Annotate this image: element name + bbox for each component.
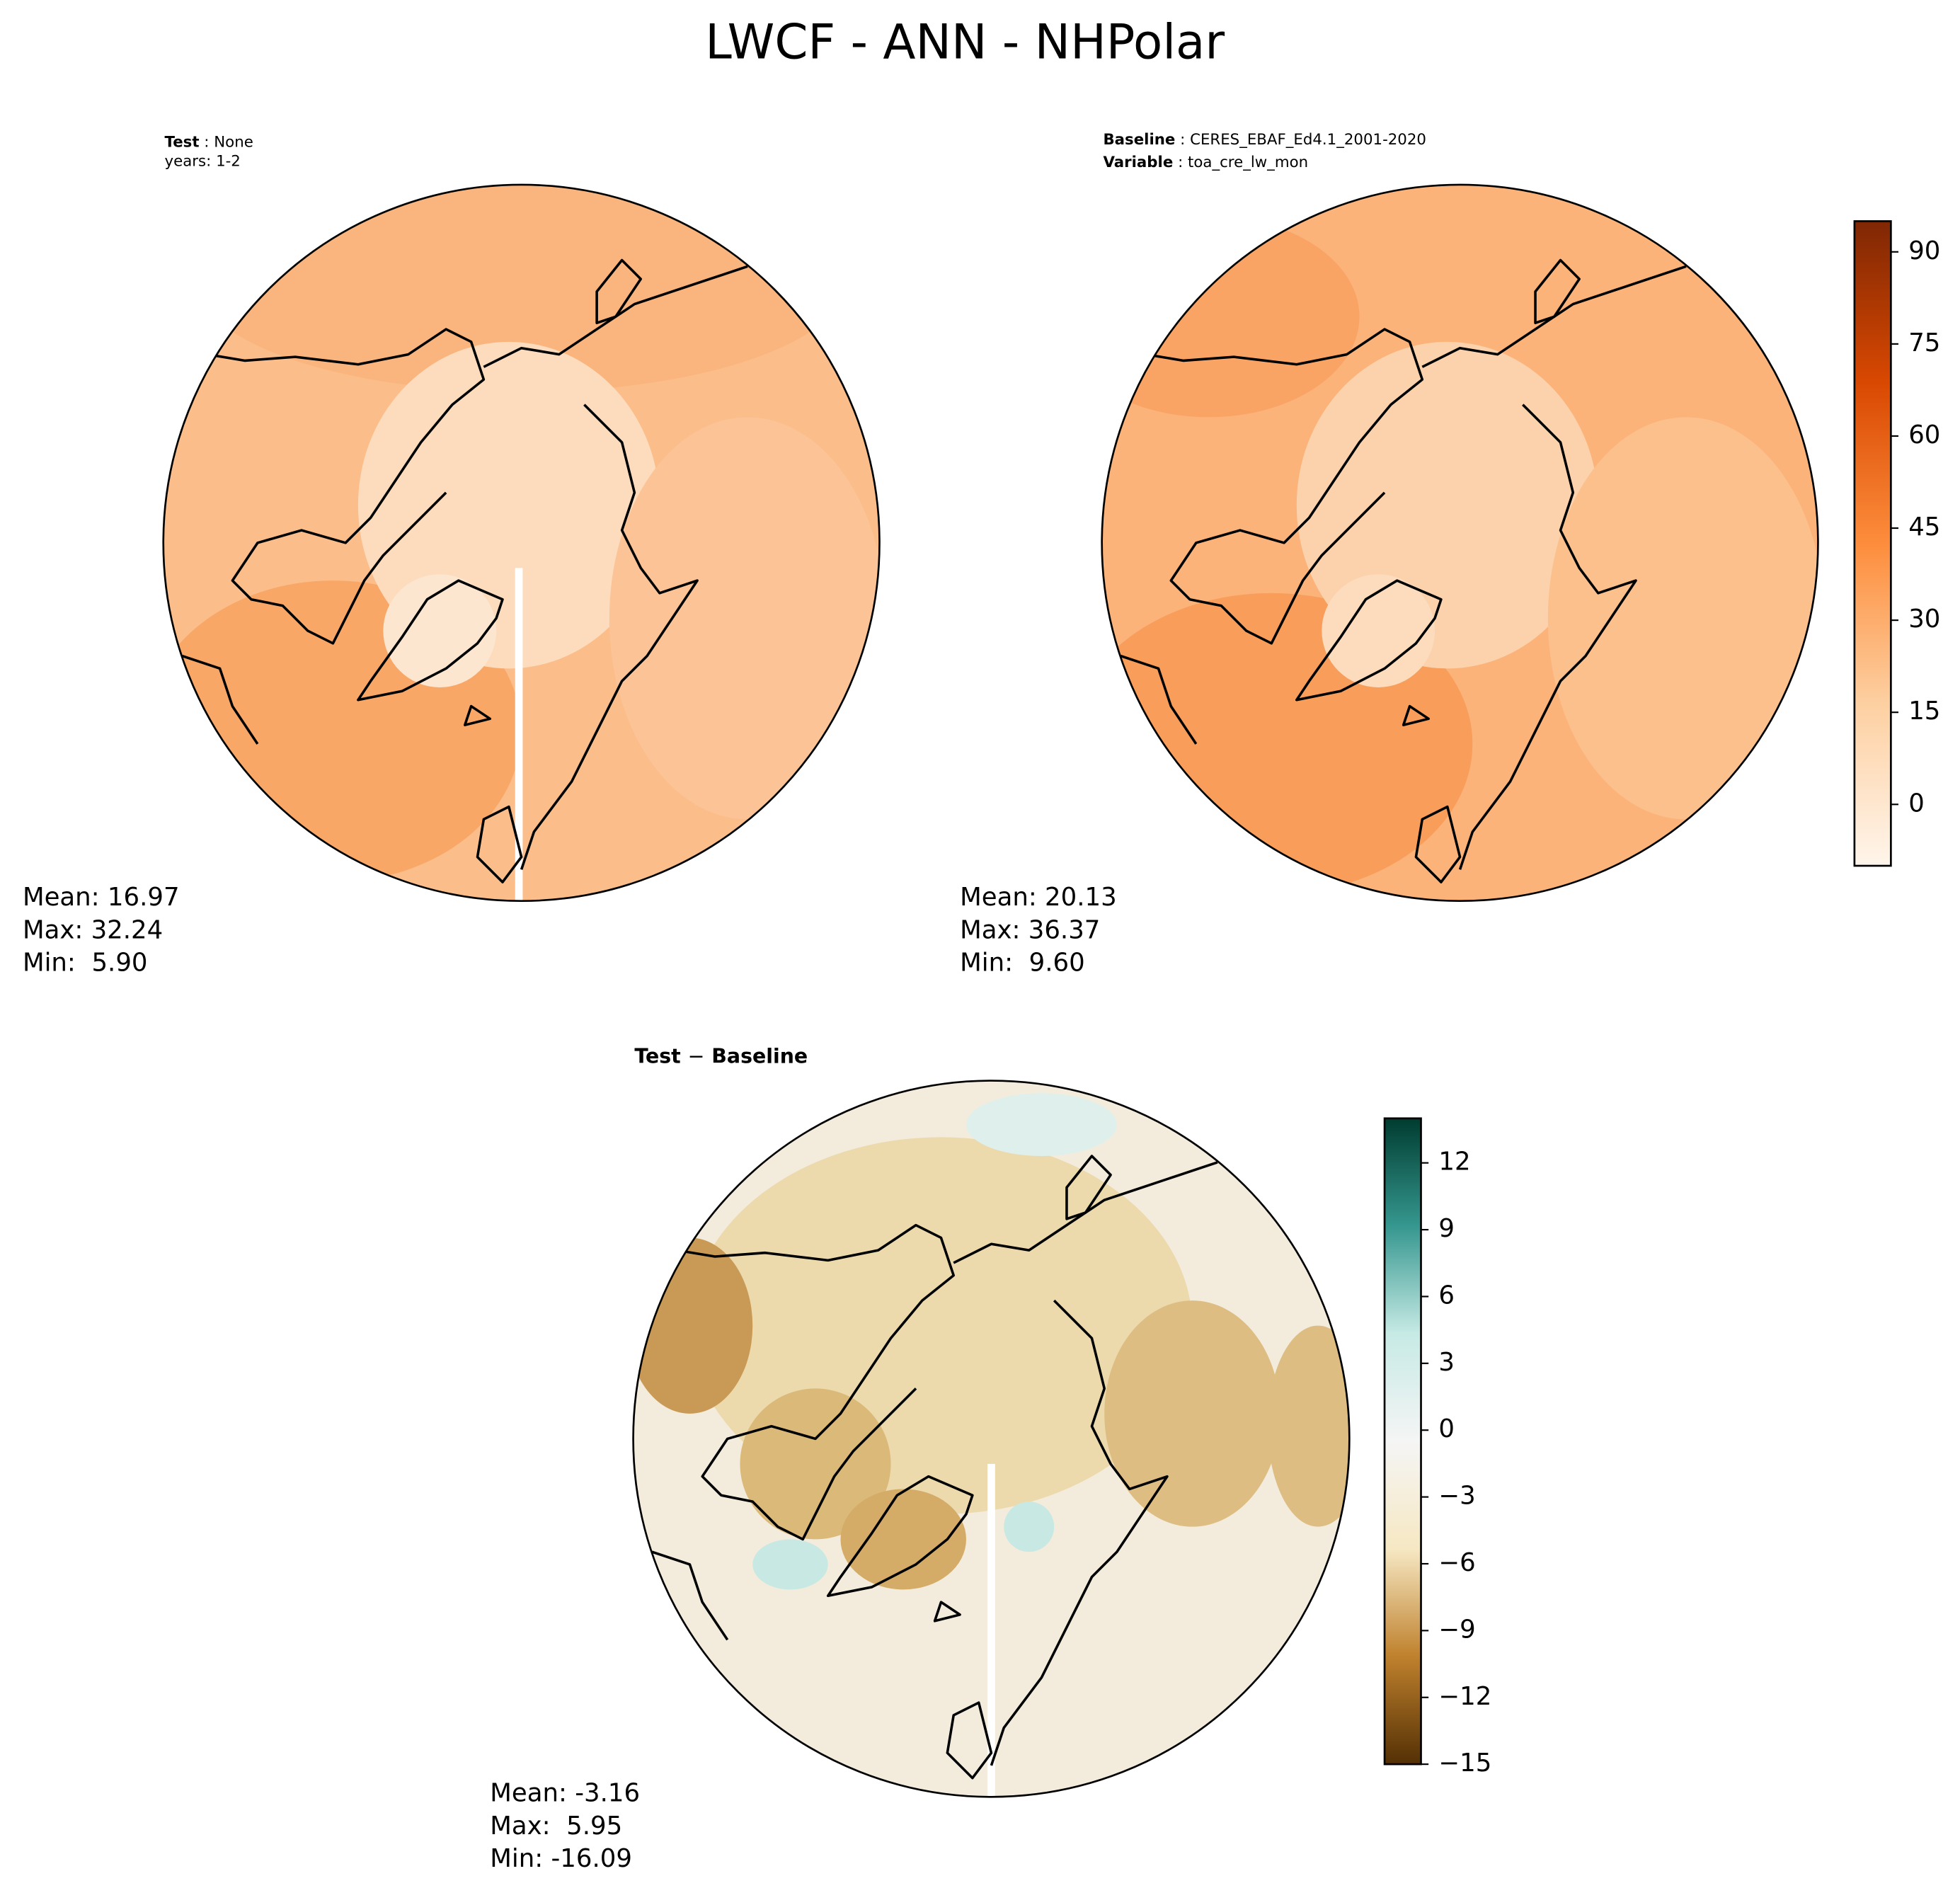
colorbar-tick-label: 45 [1908, 513, 1940, 542]
header-op: − [688, 1045, 705, 1068]
map [162, 183, 881, 903]
colorbar-tick-label: −6 [1438, 1548, 1475, 1577]
colorbar-tick-label: −3 [1438, 1482, 1475, 1511]
header-value: toa_cre_lw_mon [1188, 154, 1308, 171]
stat-line: Max: 5.95 [490, 1812, 622, 1841]
colorbar-tick-label: −15 [1438, 1749, 1491, 1778]
colorbar-tick-label: 30 [1908, 605, 1940, 634]
header-key: Test [634, 1045, 680, 1068]
colorbar-tick-label: 12 [1438, 1148, 1470, 1177]
colorbar-tick-label: 15 [1908, 697, 1940, 726]
colorbar-tick-label: 0 [1908, 789, 1925, 818]
stat-line: Mean: 20.13 [960, 883, 1117, 912]
panel-header: Test − Baseline [634, 1045, 808, 1068]
map [1101, 183, 1819, 903]
stat-line: Min: 5.90 [23, 948, 148, 977]
header-value: Baseline [711, 1045, 808, 1068]
header-value: CERES_EBAF_Ed4.1_2001-2020 [1190, 131, 1426, 149]
colorbar [1853, 220, 1892, 867]
figure-title: LWCF - ANN - NHPolar [705, 13, 1225, 69]
panel-header: Variable : toa_cre_lw_mon [1103, 154, 1308, 171]
stat-line: Min: 9.60 [960, 948, 1085, 977]
header-key: Baseline [1103, 131, 1175, 149]
stat-line: Min: -16.09 [490, 1844, 632, 1873]
stat-line: Mean: -3.16 [490, 1779, 640, 1808]
colorbar-tick-label: 3 [1438, 1348, 1455, 1377]
stat-line: Mean: 16.97 [23, 883, 180, 912]
header-key: Test [165, 134, 200, 151]
header-value: None [214, 134, 253, 151]
colorbar-tick-label: 0 [1438, 1414, 1455, 1443]
map [632, 1080, 1351, 1798]
panel-header: Test : None [165, 134, 253, 151]
stat-line: Max: 32.24 [23, 915, 163, 944]
colorbar-tick-label: 6 [1438, 1281, 1455, 1310]
panel-header: Baseline : CERES_EBAF_Ed4.1_2001-2020 [1103, 131, 1426, 149]
colorbar-tick-label: −9 [1438, 1615, 1475, 1644]
colorbar-tick-label: 9 [1438, 1214, 1455, 1243]
colorbar-tick-label: 60 [1908, 420, 1940, 450]
colorbar [1383, 1117, 1422, 1766]
colorbar-tick-label: 75 [1908, 328, 1940, 357]
header-key: Variable [1103, 154, 1173, 171]
colorbar-tick-label: −12 [1438, 1682, 1491, 1711]
colorbar-tick-label: 90 [1908, 236, 1940, 265]
stat-line: Max: 36.37 [960, 915, 1100, 944]
panel-header: years: 1-2 [165, 152, 241, 170]
